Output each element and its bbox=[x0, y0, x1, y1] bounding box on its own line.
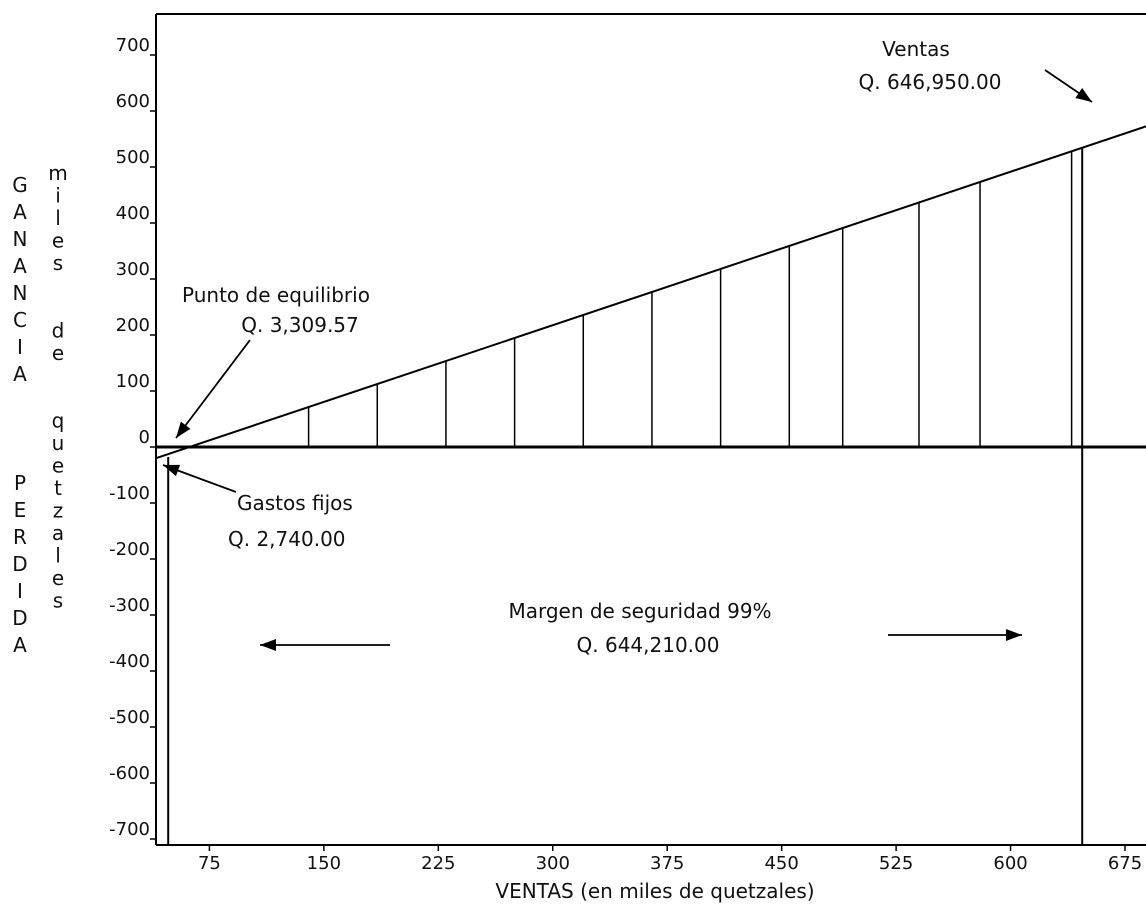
y-label-ganancia-char: A bbox=[13, 254, 27, 278]
y-tick-label: 600 bbox=[116, 91, 150, 112]
ventas-value: Q. 646,950.00 bbox=[859, 70, 1002, 94]
x-ticks: 75 150 225 300 375 450 525 600 675 bbox=[198, 845, 1142, 874]
margin-right-arrow-head bbox=[1006, 629, 1022, 641]
ventas-title: Ventas bbox=[882, 37, 950, 61]
fixed-costs-title: Gastos fijos bbox=[237, 491, 353, 515]
x-tick-label: 450 bbox=[764, 853, 798, 874]
breakeven-arrow-head bbox=[176, 421, 191, 438]
y-tick-label: -700 bbox=[109, 819, 150, 840]
drop-lines bbox=[167, 147, 1084, 845]
y-label-perdida-char: P bbox=[14, 471, 26, 495]
y-label-miles-char: u bbox=[52, 431, 65, 455]
y-tick-label: 200 bbox=[116, 315, 150, 336]
x-tick-label: 75 bbox=[198, 853, 221, 874]
y-label-ganancia-char: G bbox=[12, 173, 28, 197]
y-label-ganancia-char: A bbox=[13, 362, 27, 386]
x-tick-label: 675 bbox=[1108, 853, 1142, 874]
y-tick-label: 500 bbox=[116, 147, 150, 168]
x-tick-label: 300 bbox=[536, 853, 570, 874]
y-label-miles-char: i bbox=[55, 184, 61, 208]
y-label-perdida-char: A bbox=[13, 633, 27, 657]
y-tick-label: 400 bbox=[116, 203, 150, 224]
breakeven-value: Q. 3,309.57 bbox=[241, 313, 359, 337]
y-label-miles-char: l bbox=[55, 206, 61, 230]
x-tick-label: 600 bbox=[993, 853, 1027, 874]
breakeven-arrow-shaft bbox=[175, 339, 251, 439]
axes bbox=[155, 13, 1146, 846]
y-label-miles-char: m bbox=[48, 161, 67, 185]
y-label-miles-char: q bbox=[52, 409, 65, 433]
sales-line bbox=[155, 125, 1146, 460]
series-lines bbox=[155, 125, 1146, 460]
y-label-miles-char: e bbox=[52, 229, 64, 253]
x-tick-label: 375 bbox=[650, 853, 684, 874]
y-tick-label: -300 bbox=[109, 595, 150, 616]
y-label-miles-char: e bbox=[52, 454, 64, 478]
y-label-miles-char: a bbox=[52, 521, 64, 545]
y-label-miles-char: t bbox=[54, 476, 62, 500]
y-label-miles-char: s bbox=[53, 251, 63, 275]
y-label-ganancia-char: N bbox=[13, 227, 28, 251]
annotation-arrows bbox=[162, 69, 1093, 651]
y-tick-label: 100 bbox=[116, 371, 150, 392]
y-label-perdida-char: I bbox=[17, 579, 23, 603]
y-label-perdida-char: E bbox=[14, 498, 27, 522]
y-label-ganancia-char: A bbox=[13, 200, 27, 224]
safety-margin-value: Q. 644,210.00 bbox=[577, 633, 720, 657]
y-label-miles-char: l bbox=[55, 544, 61, 568]
y-label-miles-char: z bbox=[53, 499, 64, 523]
y-tick-label: -400 bbox=[109, 651, 150, 672]
breakeven-title: Punto de equilibrio bbox=[182, 283, 370, 307]
x-tick-label: 525 bbox=[879, 853, 913, 874]
fixed-costs-arrow-head bbox=[163, 464, 181, 477]
y-label-ganancia-char: N bbox=[13, 281, 28, 305]
x-tick-label: 225 bbox=[421, 853, 455, 874]
fixed-costs-value: Q. 2,740.00 bbox=[228, 527, 346, 551]
y-label-perdida-char: D bbox=[12, 552, 27, 576]
y-label-miles-char: e bbox=[52, 341, 64, 365]
x-axis-label: VENTAS (en miles de quetzales) bbox=[495, 879, 814, 903]
y-tick-label: 700 bbox=[116, 35, 150, 56]
y-label-perdida-char: R bbox=[13, 525, 27, 549]
y-label-perdida-char: D bbox=[12, 606, 27, 630]
y-label-miles-char: e bbox=[52, 566, 64, 590]
margin-left-arrow-head bbox=[260, 639, 276, 651]
ventas-arrow-head bbox=[1075, 88, 1092, 102]
y-tick-label: -100 bbox=[109, 483, 150, 504]
safety-margin-title: Margen de seguridad 99% bbox=[508, 599, 771, 623]
y-tick-label: -600 bbox=[109, 763, 150, 784]
y-label-miles-char: s bbox=[53, 589, 63, 613]
y-tick-label: 0 bbox=[139, 427, 150, 448]
y-tick-label: -500 bbox=[109, 707, 150, 728]
y-label-ganancia-char: C bbox=[13, 308, 27, 332]
y-label-miles-char: d bbox=[52, 319, 65, 343]
y-label-ganancia-char: I bbox=[17, 335, 23, 359]
y-tick-label: 300 bbox=[116, 259, 150, 280]
y-ticks: 700 600 500 400 300 200 100 0 -100 -200 -300 -400 -5… bbox=[109, 35, 156, 840]
y-tick-label: -200 bbox=[109, 539, 150, 560]
x-tick-label: 150 bbox=[307, 853, 341, 874]
